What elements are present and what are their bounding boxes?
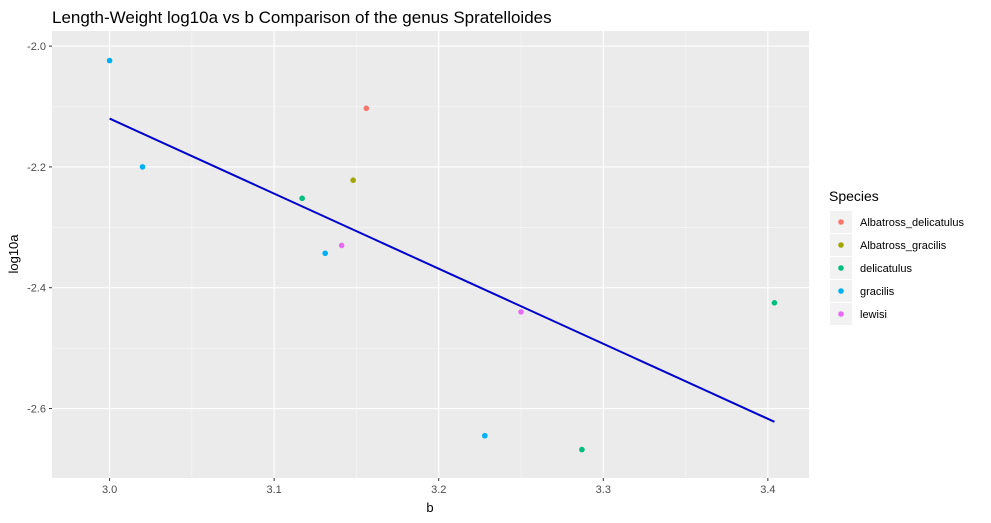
data-point [106, 57, 113, 64]
legend-label: Albatross_delicatulus [860, 217, 964, 229]
regression-line [109, 117, 775, 423]
y-tick-label: -2.0 [27, 41, 46, 53]
legend-label: lewisi [860, 309, 887, 321]
x-tick-label: 3.1 [267, 484, 282, 496]
legend-key-marker [838, 219, 844, 225]
data-point [322, 250, 328, 257]
data-points [106, 57, 778, 453]
legend-key-marker [838, 311, 844, 317]
data-point [139, 164, 146, 170]
grid-lines [52, 31, 809, 478]
x-tick-label: 3.3 [596, 484, 611, 496]
data-point [350, 177, 356, 184]
plot-panel [52, 31, 809, 478]
data-point [338, 242, 345, 249]
data-point [363, 105, 370, 112]
x-tick-label: 3.0 [102, 484, 117, 496]
x-axis: 3.0 3.1 3.2 3.3 3.4 [102, 478, 776, 496]
legend-key-marker [838, 242, 844, 248]
legend-key-marker [838, 288, 844, 294]
x-tick-label: 3.4 [760, 484, 775, 496]
data-point [579, 446, 585, 453]
data-point [518, 309, 524, 315]
regression-line-group [109, 117, 775, 423]
legend-label: Albatross_gracilis [860, 240, 947, 252]
y-axis-title: log10a [6, 234, 21, 274]
data-point [771, 300, 778, 306]
x-tick-label: 3.2 [431, 484, 446, 496]
legend-key-marker [838, 265, 844, 271]
y-tick-label: -2.2 [27, 162, 46, 174]
legend-title: Species [829, 188, 879, 204]
x-axis-title: b [426, 500, 433, 515]
y-axis: -2.0 -2.2 -2.4 -2.6 [27, 41, 52, 416]
data-point [299, 195, 305, 202]
chart-title: Length-Weight log10a vs b Comparison of … [52, 8, 552, 27]
legend-label: delicatulus [860, 263, 912, 275]
data-point [482, 432, 488, 439]
y-tick-label: -2.6 [27, 404, 46, 416]
legend: Species Albatross_delicatulus Albatross_g… [829, 188, 964, 325]
legend-label: gracilis [860, 286, 895, 298]
y-tick-label: -2.4 [27, 283, 46, 295]
